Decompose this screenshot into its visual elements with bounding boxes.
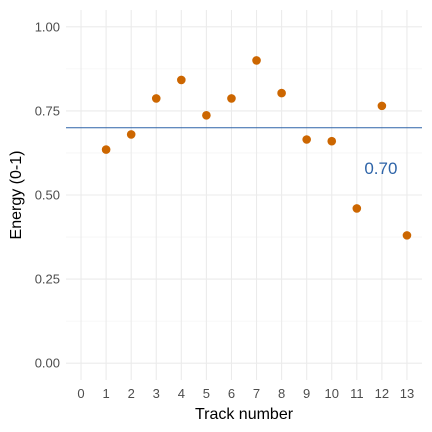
data-point bbox=[327, 136, 337, 146]
x-tick-label: 4 bbox=[178, 386, 185, 401]
data-point bbox=[302, 135, 311, 144]
x-tick-label: 10 bbox=[325, 386, 339, 401]
x-axis-title: Track number bbox=[195, 406, 294, 423]
x-tick-label: 8 bbox=[278, 386, 285, 401]
x-tick-label: 0 bbox=[77, 386, 84, 401]
x-tick-label: 11 bbox=[350, 386, 364, 401]
major-gridlines bbox=[66, 10, 422, 380]
reference-line-label: 0.70 bbox=[364, 159, 397, 178]
x-tick-label: 5 bbox=[203, 386, 210, 401]
y-tick-label: 0.25 bbox=[35, 272, 60, 287]
data-point bbox=[101, 145, 111, 154]
x-tick-label: 7 bbox=[253, 386, 260, 401]
data-point bbox=[202, 110, 211, 120]
data-point bbox=[177, 75, 186, 85]
x-tick-label: 12 bbox=[375, 386, 389, 401]
y-axis-tick-labels: 0.00 0.25 0.50 0.75 1.00 bbox=[35, 19, 60, 370]
x-tick-label: 3 bbox=[153, 386, 160, 401]
x-tick-label: 13 bbox=[400, 386, 414, 401]
x-tick-label: 9 bbox=[303, 386, 310, 401]
y-tick-label: 0.75 bbox=[35, 103, 60, 118]
data-point bbox=[151, 94, 161, 103]
x-tick-label: 6 bbox=[228, 386, 235, 401]
data-point bbox=[227, 94, 236, 103]
data-point bbox=[277, 88, 286, 98]
x-tick-label: 1 bbox=[102, 386, 109, 401]
data-point bbox=[402, 231, 412, 240]
y-tick-label: 1.00 bbox=[35, 19, 60, 34]
y-tick-label: 0.50 bbox=[35, 188, 60, 203]
y-tick-label: 0.00 bbox=[35, 356, 60, 371]
data-point bbox=[252, 56, 261, 65]
minor-gridlines bbox=[66, 68, 422, 322]
y-axis-title: Energy (0-1) bbox=[8, 151, 25, 240]
data-points bbox=[101, 56, 412, 240]
data-point bbox=[377, 101, 387, 111]
x-tick-label: 2 bbox=[128, 386, 135, 401]
data-point bbox=[352, 204, 362, 213]
x-axis-tick-labels: 0 1 2 3 4 5 6 7 8 9 10 11 12 13 bbox=[77, 386, 414, 401]
data-point bbox=[126, 130, 136, 139]
